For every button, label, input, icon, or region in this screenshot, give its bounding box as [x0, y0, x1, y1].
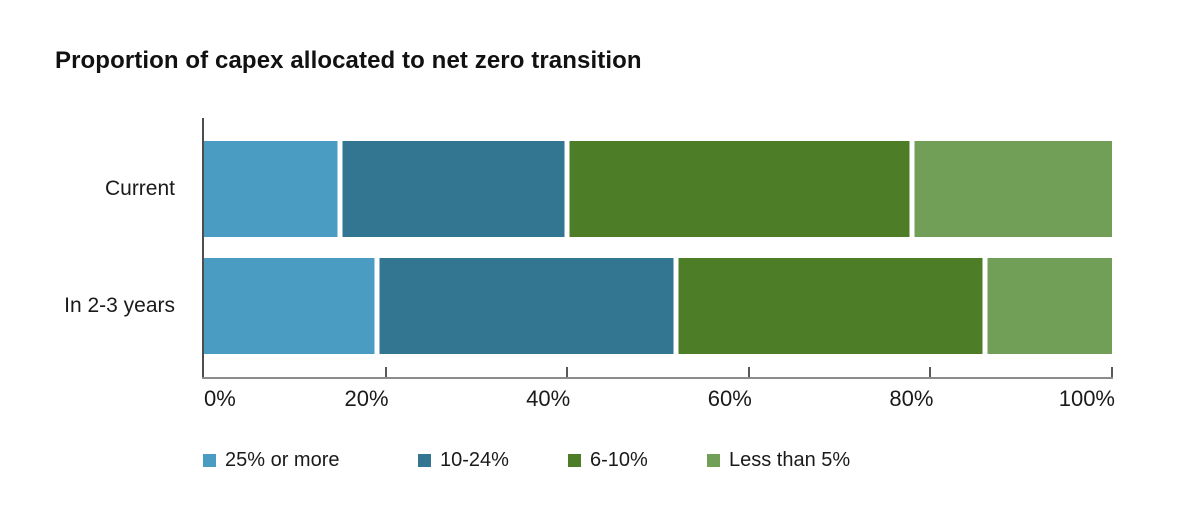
x-tick-60: [747, 367, 750, 377]
legend-item-6-10: 6-10%: [568, 446, 648, 474]
legend-item-less-than-5: Less than 5%: [707, 446, 850, 474]
segment-divider: [673, 258, 679, 354]
x-tick-40: [566, 367, 569, 377]
bar-segment-less-than-5: [984, 258, 1112, 354]
x-tick-80: [929, 367, 932, 377]
legend-swatch-6-10: [568, 453, 581, 467]
x-tick-20: [384, 367, 387, 377]
bar-segment-10-24: [376, 258, 677, 354]
x-tick-label-60: 60%: [707, 386, 752, 411]
bar-segment-6-10: [567, 141, 913, 237]
category-label-current: Current: [104, 177, 175, 200]
x-tick-label-0: 0%: [204, 386, 236, 411]
x-tick-label-40: 40%: [526, 386, 571, 411]
x-tick-100: [1111, 367, 1113, 377]
legend-swatch-10-24: [418, 453, 431, 467]
legend-item-10-24: 10-24%: [418, 446, 509, 474]
category-label-in-2-3-years: In 2-3 years: [64, 294, 175, 317]
y-axis-line: [202, 118, 204, 379]
chart-title: Proportion of capex allocated to net zer…: [55, 47, 642, 74]
bar-row-in-2-3-years: [204, 258, 1112, 354]
legend-swatch-25-or-more: [203, 453, 216, 467]
legend-swatch-less-than-5: [707, 453, 720, 467]
x-axis-line: [202, 377, 1113, 379]
legend-label-10-24: 10-24%: [440, 448, 509, 471]
legend-item-25-or-more: 25% or more: [203, 446, 340, 474]
bar-segment-25-or-more: [204, 258, 377, 354]
bar-segment-6-10: [676, 258, 985, 354]
legend-label-less-than-5: Less than 5%: [729, 448, 851, 471]
segment-divider: [909, 141, 915, 237]
x-tick-label-80: 80%: [889, 386, 934, 411]
legend-label-6-10: 6-10%: [590, 448, 648, 471]
plot-area: 0% 20% 40% 60% 80% 100%: [202, 0, 1115, 510]
segment-divider: [374, 258, 380, 354]
x-tick-label-20: 20%: [344, 386, 389, 411]
bar-segment-less-than-5: [912, 141, 1112, 237]
bar-segment-25-or-more: [204, 141, 341, 237]
bar-segment-10-24: [340, 141, 568, 237]
segment-divider: [564, 141, 570, 237]
x-tick-label-100: 100%: [1058, 386, 1115, 411]
segment-divider: [337, 141, 343, 237]
legend-label-25-or-more: 25% or more: [225, 448, 340, 471]
segment-divider: [982, 258, 988, 354]
bar-row-current: [204, 141, 1112, 237]
legend: 25% or more 10-24% 6-10% Less than 5%: [203, 446, 1143, 474]
